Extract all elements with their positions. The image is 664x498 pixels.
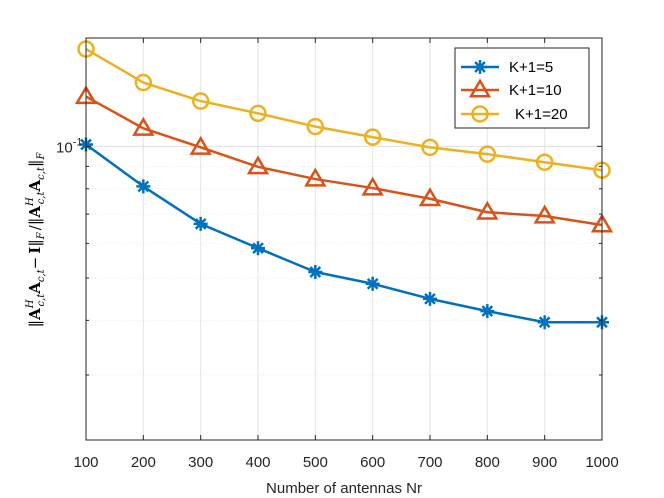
asterisk-stroke <box>424 293 436 305</box>
y-title-f2: F <box>36 152 47 161</box>
x-tick-label: 1000 <box>585 454 618 471</box>
data-point <box>478 145 497 163</box>
asterisk-stroke <box>481 305 494 317</box>
data-point <box>306 117 325 136</box>
x-tick-label: 800 <box>475 454 500 471</box>
x-tick-label: 500 <box>303 454 328 471</box>
data-point <box>191 92 210 110</box>
y-title-minus: − <box>26 257 44 270</box>
data-point <box>136 179 151 194</box>
x-tick-label: 900 <box>532 454 557 471</box>
legend-label-k20: K+1=20 <box>515 106 568 123</box>
data-point <box>189 135 212 155</box>
data-point <box>304 167 327 187</box>
series-line <box>85 95 603 227</box>
asterisk-stroke <box>309 266 322 278</box>
y-title-a4: A <box>26 179 44 192</box>
y-title-f1: F <box>36 231 47 240</box>
data-point <box>418 187 442 207</box>
data-point <box>193 216 208 231</box>
y-title-ct2: c,t <box>36 268 47 282</box>
legend-marker <box>471 105 489 123</box>
y-title-a2: A <box>26 282 44 295</box>
legend-label-k10: K+1=10 <box>509 82 562 99</box>
y-title-ct1: c,t <box>36 293 47 307</box>
x-tick-label: 400 <box>245 454 270 471</box>
y-title-h2: H <box>25 197 36 207</box>
y-title-slash: / <box>26 224 44 230</box>
asterisk-stroke <box>137 180 150 193</box>
y-title-h1: H <box>25 299 36 309</box>
y-title-i: I <box>26 247 44 254</box>
ticks: 100 200 300 400 500 600 700 800 900 1000 <box>73 38 619 471</box>
asterisk-stroke <box>194 218 207 230</box>
data-point <box>363 128 382 146</box>
legend-marker-k10 <box>468 78 492 98</box>
asterisk-stroke <box>474 61 486 73</box>
grid <box>86 38 602 440</box>
data-point <box>533 204 556 224</box>
data-point <box>535 153 554 171</box>
x-axis-title: Number of antennas Nr <box>266 480 422 497</box>
y-title-a3: A <box>26 206 44 219</box>
asterisk-stroke <box>366 277 379 290</box>
data-point <box>249 104 267 123</box>
data-point <box>365 276 380 291</box>
series-line <box>85 143 602 324</box>
y-title-ct4: c,t <box>36 166 47 180</box>
data-point <box>246 155 270 175</box>
data-point <box>132 116 155 136</box>
plot-frame <box>85 37 603 441</box>
y-tick-label: 10-1 <box>56 136 82 156</box>
data-point <box>361 176 384 196</box>
asterisk-stroke <box>252 242 264 255</box>
data-point <box>308 265 323 280</box>
data-point <box>251 241 265 256</box>
x-tick-label: 700 <box>417 454 442 471</box>
data-point <box>480 304 495 319</box>
data-point <box>134 73 153 92</box>
y-title-ct3: c,t <box>36 191 47 205</box>
x-tick-label: 600 <box>360 454 385 471</box>
legend-label-k5: K+1=5 <box>509 59 553 76</box>
y-tick-exponent: -1 <box>73 136 83 148</box>
x-tick-label: 300 <box>188 454 213 471</box>
y-title-a1: A <box>26 308 44 321</box>
legend-marker-k20 <box>471 105 489 123</box>
legend-marker <box>473 60 487 74</box>
legend: K+1=5 K+1=10 K+1=20 <box>454 47 590 129</box>
x-tick-label: 100 <box>73 454 98 471</box>
data-point <box>537 315 552 330</box>
x-tick-label: 200 <box>131 454 156 471</box>
asterisk-stroke <box>538 316 551 329</box>
legend-marker <box>468 78 492 98</box>
legend-items: K+1=5 K+1=10 K+1=20 <box>461 59 568 123</box>
data-point <box>423 291 437 306</box>
series-line <box>85 47 603 172</box>
data-point <box>476 200 499 220</box>
legend-marker-k5 <box>473 60 487 74</box>
y-tick-base: 10 <box>56 139 73 156</box>
data-point <box>421 138 439 157</box>
